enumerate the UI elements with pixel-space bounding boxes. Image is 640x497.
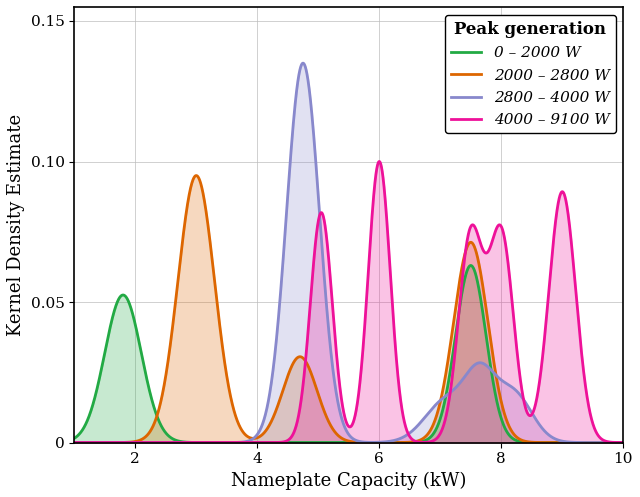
4000 – 9100 W xyxy=(40,439,47,445)
Line: 2800 – 4000 W: 2800 – 4000 W xyxy=(44,63,640,442)
2800 – 4000 W xyxy=(300,60,307,66)
2000 – 2800 W xyxy=(274,403,282,409)
Legend: 0 – 2000 W, 2000 – 2800 W, 2800 – 4000 W, 4000 – 9100 W: 0 – 2000 W, 2000 – 2800 W, 2800 – 4000 W… xyxy=(445,14,616,133)
0 – 2000 W xyxy=(109,312,117,318)
2800 – 4000 W xyxy=(146,439,154,445)
Line: 0 – 2000 W: 0 – 2000 W xyxy=(44,265,640,442)
X-axis label: Nameplate Capacity (kW): Nameplate Capacity (kW) xyxy=(231,472,467,490)
2800 – 4000 W xyxy=(40,439,47,445)
4000 – 9100 W xyxy=(375,159,383,165)
4000 – 9100 W xyxy=(109,439,117,445)
2800 – 4000 W xyxy=(274,324,282,330)
2000 – 2800 W xyxy=(300,356,308,362)
2000 – 2800 W xyxy=(638,439,640,445)
2800 – 4000 W xyxy=(638,439,640,445)
0 – 2000 W xyxy=(40,439,47,445)
4000 – 9100 W xyxy=(300,372,308,378)
4000 – 9100 W xyxy=(274,439,282,445)
0 – 2000 W xyxy=(274,439,282,445)
2800 – 4000 W xyxy=(109,439,117,445)
2000 – 2800 W xyxy=(109,439,117,445)
4000 – 9100 W xyxy=(638,439,640,445)
0 – 2000 W xyxy=(146,388,154,394)
0 – 2000 W xyxy=(572,439,580,445)
0 – 2000 W xyxy=(467,262,475,268)
Line: 4000 – 9100 W: 4000 – 9100 W xyxy=(44,162,640,442)
2000 – 2800 W xyxy=(572,439,580,445)
Line: 2000 – 2800 W: 2000 – 2800 W xyxy=(44,175,640,442)
0 – 2000 W xyxy=(638,439,640,445)
2800 – 4000 W xyxy=(300,61,308,67)
2000 – 2800 W xyxy=(193,172,200,178)
Y-axis label: Kernel Density Estimate: Kernel Density Estimate xyxy=(7,114,25,336)
2800 – 4000 W xyxy=(572,439,580,445)
4000 – 9100 W xyxy=(572,294,580,300)
2000 – 2800 W xyxy=(40,439,47,445)
4000 – 9100 W xyxy=(146,439,154,445)
0 – 2000 W xyxy=(300,439,308,445)
2000 – 2800 W xyxy=(146,429,154,435)
